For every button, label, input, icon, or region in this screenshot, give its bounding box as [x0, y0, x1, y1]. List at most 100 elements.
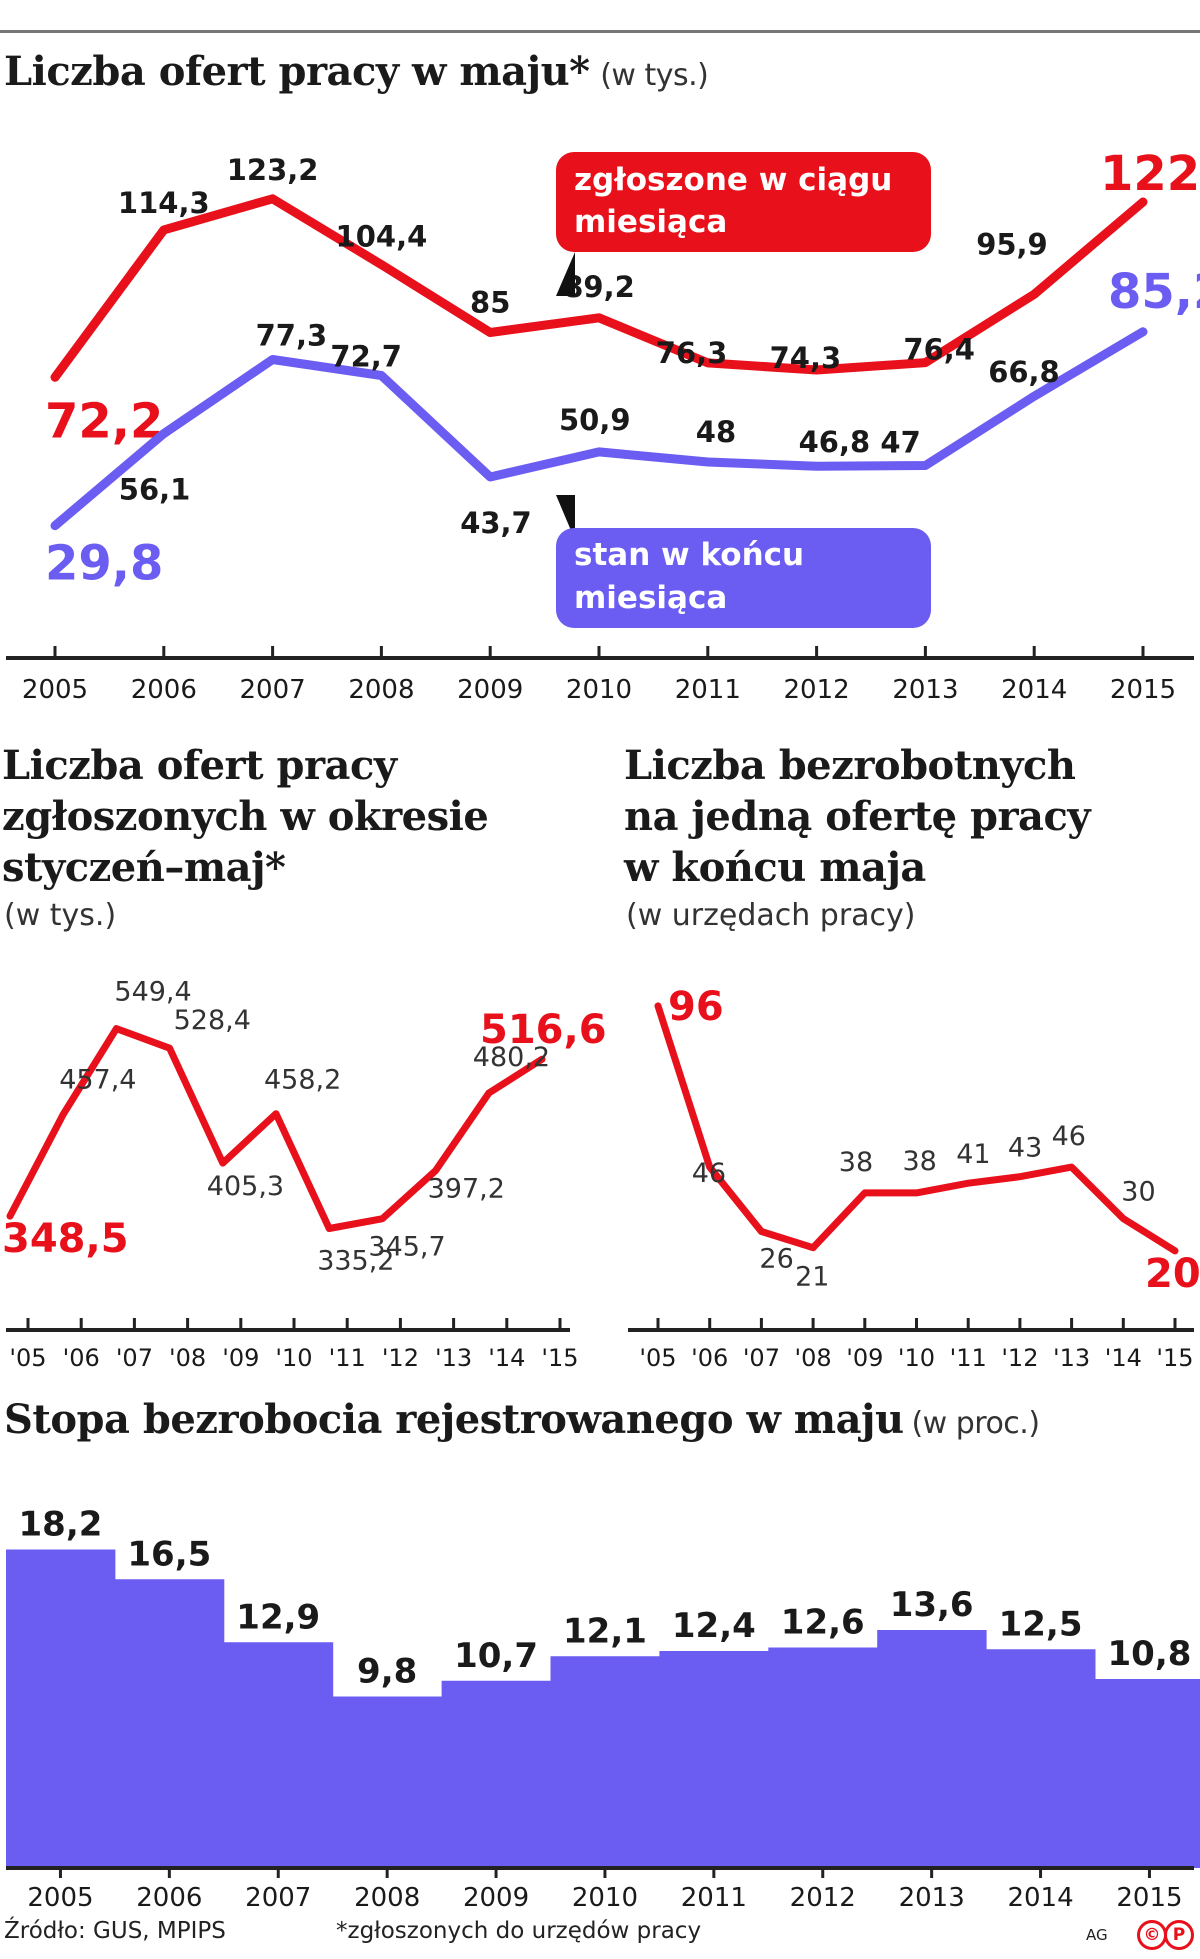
chart1-data-label: 74,3 — [770, 341, 842, 375]
chart3-data-label: 41 — [956, 1139, 990, 1170]
chart2-x-tick-label: '15 — [541, 1344, 578, 1372]
chart3-data-label: 96 — [668, 984, 724, 1030]
chart2-series-line — [6, 1025, 546, 1232]
chart1-data-label: 95,9 — [976, 227, 1048, 261]
chart2-data-label: 335,2 — [317, 1245, 394, 1276]
chart2-title-line1: Liczba ofert pracy — [2, 742, 397, 789]
chart2-data-label: 345,7 — [368, 1232, 445, 1263]
chart1-data-label: 122,3 — [1100, 146, 1200, 202]
chart1-data-label: 72,2 — [45, 393, 163, 449]
chart1-legend-red-box — [556, 152, 931, 252]
chart4-bar — [877, 1630, 987, 1868]
chart2-x-tick-label: '14 — [488, 1344, 525, 1372]
chart1-data-label: 77,3 — [256, 318, 328, 352]
chart3-data-label: 30 — [1121, 1177, 1155, 1208]
chart3-series-line — [654, 1002, 1179, 1255]
chart1-legend-blue-box — [556, 528, 931, 628]
chart3-data-label: 38 — [903, 1146, 937, 1177]
chart3-title-line1: Liczba bezrobotnych — [624, 742, 1076, 789]
chart4-x-tick-label: 2007 — [245, 1883, 311, 1913]
chart4-bar — [550, 1656, 660, 1868]
chart1-data-label: 47 — [880, 426, 920, 460]
chart4-data-label: 12,9 — [236, 1597, 320, 1637]
chart3-data-label: 46 — [1052, 1121, 1086, 1152]
chart4-title: Stopa bezrobocia rejestrowanego w maju — [4, 1396, 904, 1443]
chart4-data-label: 12,6 — [781, 1603, 865, 1643]
chart4-bar — [441, 1680, 551, 1868]
chart2-x-tick-label: '10 — [275, 1344, 312, 1372]
chart4-x-tick-label: 2012 — [790, 1883, 856, 1913]
chart4-bar — [332, 1696, 443, 1868]
chart1-legend-blue-line1: stan w końcu — [574, 537, 804, 573]
chart2-x-tick-label: '09 — [222, 1344, 259, 1372]
chart2-data-label: 528,4 — [174, 1005, 251, 1036]
chart3-data-label: 38 — [839, 1147, 873, 1178]
chart3-subtitle: (w urzędach pracy) — [626, 898, 916, 933]
chart1-data-label: 29,8 — [45, 536, 163, 592]
chart1-data-label: 104,4 — [336, 220, 428, 254]
chart4-bar — [768, 1647, 878, 1868]
chart2-data-label: 457,4 — [59, 1064, 136, 1095]
chart1-legend-red-line2: miesiąca — [574, 204, 727, 240]
chart1-x-tick-label: 2013 — [892, 675, 958, 705]
chart3-x-tick-label: '05 — [639, 1344, 676, 1372]
chart1-data-label: 114,3 — [118, 186, 210, 220]
chart3-x-tick-label: '13 — [1053, 1344, 1090, 1372]
chart4-x-tick-label: 2015 — [1116, 1883, 1182, 1913]
chart4-bar — [6, 1549, 116, 1868]
chart4-data-label: 12,1 — [563, 1611, 647, 1651]
chart1-x-tick-label: 2007 — [240, 675, 306, 705]
publisher-logo-icon: P — [1164, 1920, 1194, 1950]
chart2-data-label: 397,2 — [428, 1174, 505, 1205]
chart3-x-tick-label: '12 — [1001, 1344, 1038, 1372]
chart4-data-label: 18,2 — [19, 1505, 103, 1545]
chart1-title-line: Liczba ofert pracy w maju* (w tys.) — [4, 48, 709, 95]
chart1-x-tick-label: 2011 — [675, 675, 741, 705]
chart4-data-label: 16,5 — [127, 1534, 211, 1574]
chart4-bar — [659, 1651, 769, 1868]
chart2-x-tick-label: '05 — [9, 1344, 46, 1372]
chart3-title-line3: w końcu maja — [624, 844, 926, 891]
chart2-x-tick-label: '12 — [382, 1344, 419, 1372]
chart4-x-tick-label: 2011 — [681, 1883, 747, 1913]
chart1-data-label: 72,7 — [330, 340, 402, 374]
chart2-subtitle: (w tys.) — [4, 898, 117, 933]
chart4-x-tick-label: 2006 — [136, 1883, 202, 1913]
chart4-data-label: 10,7 — [454, 1636, 538, 1676]
chart4-x-tick-label: 2010 — [572, 1883, 638, 1913]
chart4-bar — [223, 1642, 334, 1868]
chart4-x-tick-label: 2009 — [463, 1883, 529, 1913]
chart1-data-label: 85,2 — [1108, 264, 1200, 320]
chart4-x-tick-label: 2014 — [1007, 1883, 1073, 1913]
chart1-data-label: 123,2 — [227, 153, 319, 187]
chart3-x-tick-label: '06 — [691, 1344, 728, 1372]
top-rule — [0, 30, 1200, 33]
source-note: Źródło: GUS, MPIPS — [4, 1918, 226, 1944]
chart3-x-tick-label: '07 — [743, 1344, 780, 1372]
chart1-data-label: 48 — [696, 415, 736, 449]
footnote: *zgłoszonych do urzędów pracy — [336, 1918, 702, 1944]
chart4-data-label: 12,4 — [672, 1606, 756, 1646]
chart3-x-tick-label: '14 — [1105, 1344, 1142, 1372]
chart2-x-tick-label: '06 — [63, 1344, 100, 1372]
chart1-x-tick-label: 2008 — [348, 675, 414, 705]
chart2-x-tick-label: '07 — [116, 1344, 153, 1372]
chart1-x-tick-label: 2009 — [457, 675, 523, 705]
chart2-title: Liczba ofert pracy zgłoszonych w okresie… — [2, 740, 489, 893]
chart1-data-label: 66,8 — [988, 355, 1060, 389]
chart1-series-2-line — [50, 327, 1148, 531]
chart4-title-line: Stopa bezrobocia rejestrowanego w maju (… — [4, 1396, 1040, 1443]
chart3-title-line2: na jedną ofertę pracy — [624, 793, 1091, 840]
chart3-data-label: 20 — [1145, 1251, 1200, 1297]
chart2-x-tick-label: '13 — [435, 1344, 472, 1372]
chart4-bar — [114, 1579, 225, 1868]
chart1-title: Liczba ofert pracy w maju* — [4, 48, 590, 95]
chart2-data-label: 480,2 — [473, 1042, 550, 1073]
chart1-x-tick-label: 2012 — [784, 675, 850, 705]
chart3-x-tick-label: '10 — [898, 1344, 935, 1372]
chart4-x-tick-label: 2008 — [354, 1883, 420, 1913]
chart2-x-tick-label: '08 — [169, 1344, 206, 1372]
chart1-legend-blue-line2: miesiąca — [574, 580, 727, 616]
chart4-x-tick-label: 2013 — [899, 1883, 965, 1913]
